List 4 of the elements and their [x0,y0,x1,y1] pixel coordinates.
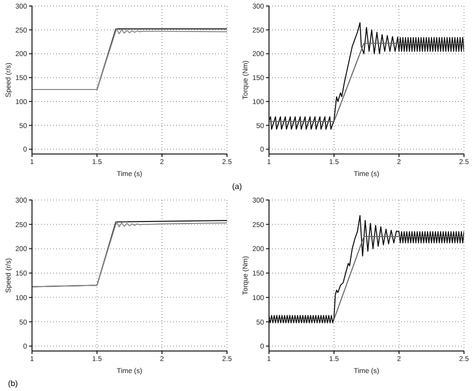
text: (b) [8,379,18,388]
line-series [269,215,464,324]
line-series [269,22,464,130]
text: (a) [232,182,242,191]
